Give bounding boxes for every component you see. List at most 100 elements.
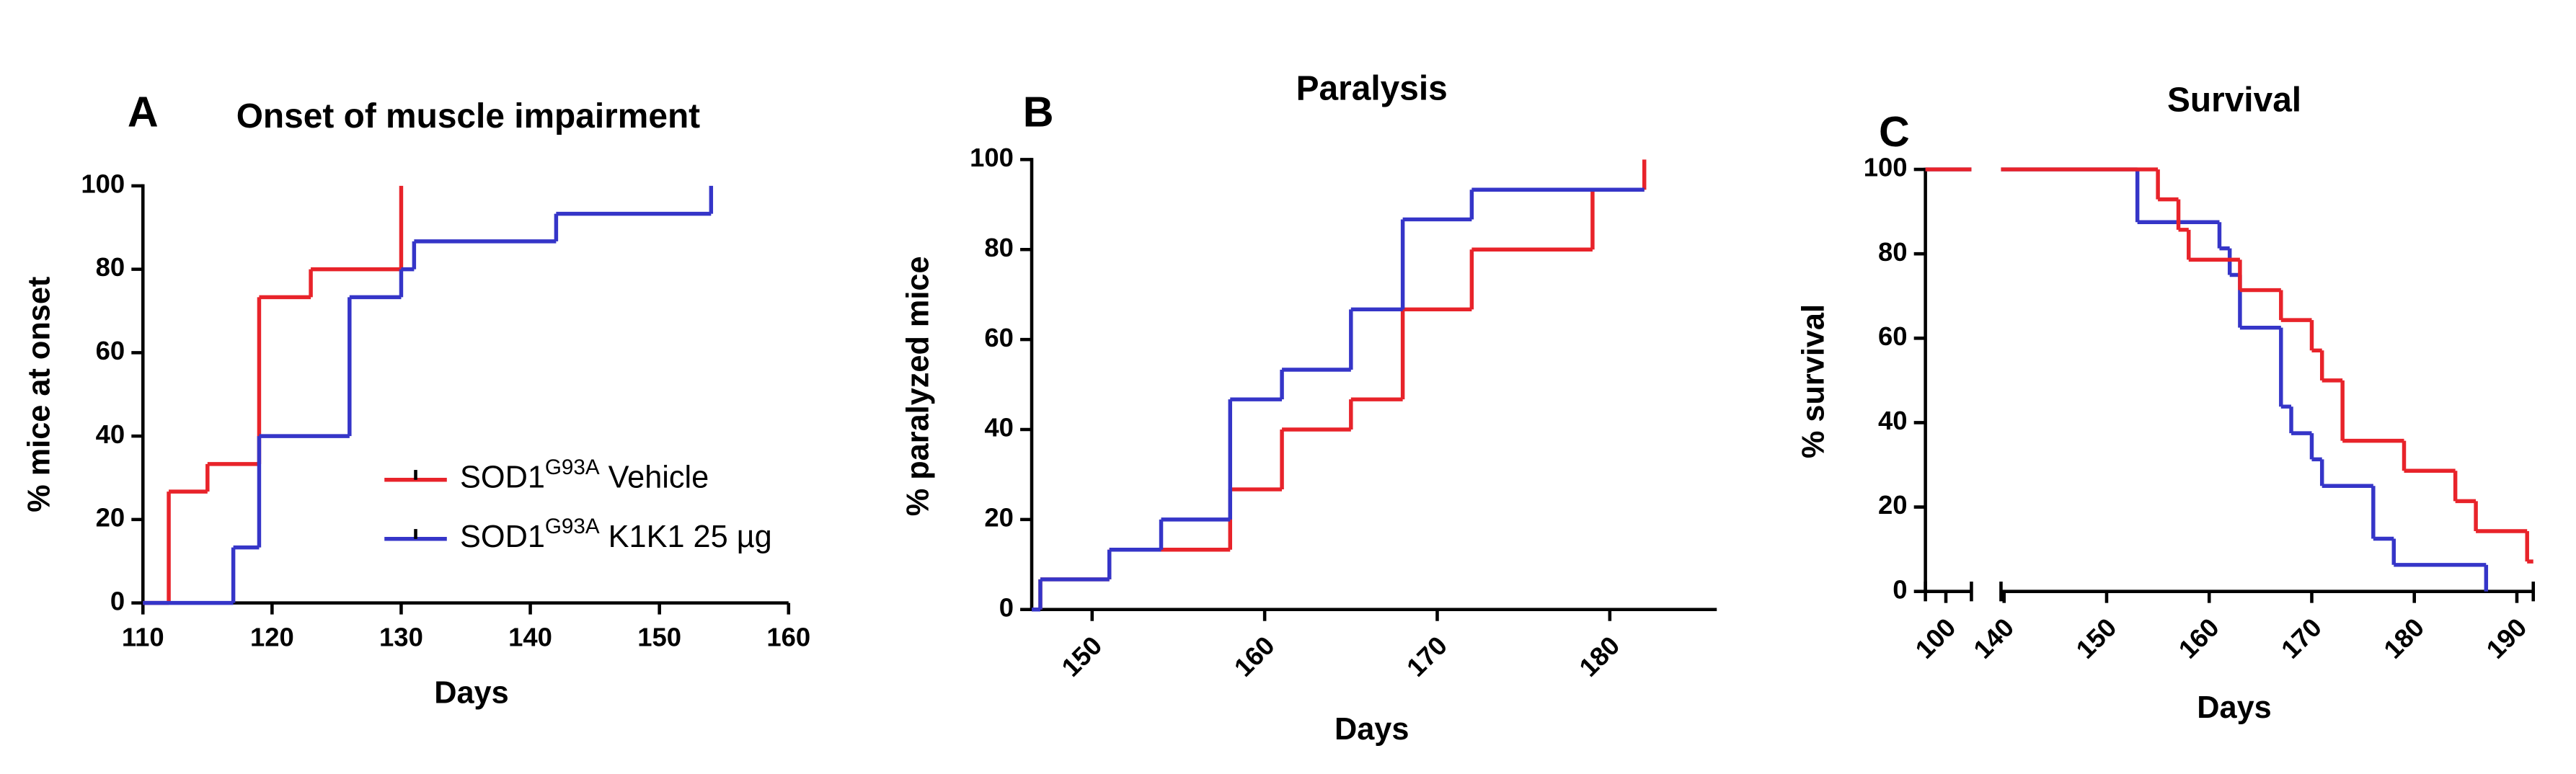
step-line xyxy=(205,462,260,492)
y-tick-label: 80 xyxy=(984,233,1014,262)
x-axis-label: Days xyxy=(2197,690,2271,725)
y-tick-label: 20 xyxy=(1878,490,1908,520)
step-line xyxy=(1280,427,1351,490)
y-tick-label: 0 xyxy=(1893,574,1907,604)
legend-text: Vehicle xyxy=(600,461,709,495)
step-line xyxy=(2238,259,2281,293)
x-tick-label: 140 xyxy=(1968,613,2019,664)
x-tick-label: 100 xyxy=(1910,613,1962,664)
x-tick-label: 130 xyxy=(379,622,423,651)
y-tick-label: 20 xyxy=(984,503,1014,533)
y-tick-label: 40 xyxy=(96,419,125,449)
step-line xyxy=(2402,440,2456,473)
chart-title: Paralysis xyxy=(1296,69,1448,107)
step-line xyxy=(2217,222,2230,251)
x-axis-label: Days xyxy=(1335,712,1409,747)
y-tick-label: 40 xyxy=(984,413,1014,442)
step-line xyxy=(2525,530,2533,564)
y-axis-label: % mice at onset xyxy=(22,277,56,512)
y-tick-label: 60 xyxy=(1878,321,1908,351)
step-line xyxy=(2279,327,2292,409)
step-line xyxy=(1107,547,1161,579)
y-tick-label: 100 xyxy=(81,169,125,198)
step-line xyxy=(348,295,402,437)
y-tick-label: 0 xyxy=(110,586,125,615)
x-tick-label: 150 xyxy=(2071,613,2123,664)
panel-letter: B xyxy=(1023,88,1054,136)
legend-label: SOD1G93A Vehicle xyxy=(460,455,709,496)
step-line xyxy=(2309,320,2322,353)
x-tick-label: 170 xyxy=(1401,631,1453,682)
step-line xyxy=(257,295,311,464)
x-tick-label: 140 xyxy=(508,622,552,651)
step-line xyxy=(1349,307,1403,370)
step-line xyxy=(1228,397,1283,520)
step-line xyxy=(2279,290,2312,322)
step-line xyxy=(167,489,208,603)
legend-text: SOD1 xyxy=(460,520,545,554)
step-line xyxy=(2238,275,2281,330)
step-line xyxy=(1400,307,1472,400)
x-tick-label: 180 xyxy=(2378,613,2430,664)
y-tick-label: 60 xyxy=(984,323,1014,352)
legend-text: G93A xyxy=(545,455,600,479)
y-tick-label: 80 xyxy=(96,252,125,282)
x-tick-label: 160 xyxy=(1229,631,1280,682)
step-line xyxy=(309,267,402,298)
chart-title: Onset of muscle impairment xyxy=(236,97,700,135)
step-line xyxy=(2319,459,2373,489)
y-tick-label: 40 xyxy=(1878,406,1908,435)
step-line xyxy=(1469,247,1593,310)
step-line xyxy=(2156,169,2179,202)
step-line xyxy=(1280,368,1351,400)
legend-text: SOD1 xyxy=(460,461,545,495)
y-axis-label: % survival xyxy=(1796,304,1831,458)
x-tick-label: 180 xyxy=(1573,631,1625,682)
step-line xyxy=(2187,229,2240,262)
x-tick-label: 110 xyxy=(122,622,164,651)
legend-text: K1K1 25 µg xyxy=(600,520,772,554)
step-line xyxy=(399,267,415,298)
step-line xyxy=(2289,406,2312,435)
legend-label: SOD1G93A K1K1 25 µg xyxy=(460,515,772,555)
step-line xyxy=(1038,577,1110,610)
x-tick-label: 160 xyxy=(2173,613,2225,664)
chart-title: Survival xyxy=(2167,81,2301,119)
step-line xyxy=(231,545,260,603)
step-line xyxy=(257,434,350,548)
y-tick-label: 0 xyxy=(999,592,1014,622)
step-line xyxy=(1469,187,1645,220)
step-line xyxy=(412,239,557,270)
y-tick-label: 100 xyxy=(970,143,1014,172)
step-line xyxy=(1159,517,1231,550)
x-tick-label: 170 xyxy=(2275,613,2327,664)
step-line xyxy=(2474,501,2528,533)
y-tick-label: 80 xyxy=(1878,237,1908,267)
panel-letter: C xyxy=(1879,107,1910,156)
step-line xyxy=(2319,350,2343,383)
step-line xyxy=(1228,487,1283,550)
step-line xyxy=(554,211,712,241)
x-axis-label: Days xyxy=(434,676,508,711)
y-tick-label: 60 xyxy=(96,336,125,365)
step-line xyxy=(2309,433,2322,462)
step-line xyxy=(2176,199,2189,232)
step-line xyxy=(2371,486,2394,541)
legend-text: G93A xyxy=(545,515,600,538)
x-tick-label: 150 xyxy=(637,622,681,651)
step-line xyxy=(1590,187,1645,250)
step-line xyxy=(2391,538,2487,567)
step-line xyxy=(1349,397,1403,430)
y-tick-label: 20 xyxy=(96,503,125,533)
y-tick-label: 100 xyxy=(1864,153,1908,182)
x-tick-label: 120 xyxy=(250,622,294,651)
step-line xyxy=(2453,471,2477,504)
panel-letter: A xyxy=(128,88,159,136)
x-tick-label: 160 xyxy=(766,622,810,651)
y-axis-label: % paralyzed mice xyxy=(901,256,936,516)
step-line xyxy=(1400,217,1472,310)
step-line xyxy=(1107,547,1231,579)
step-line xyxy=(1038,577,1110,610)
step-line xyxy=(2340,380,2404,443)
